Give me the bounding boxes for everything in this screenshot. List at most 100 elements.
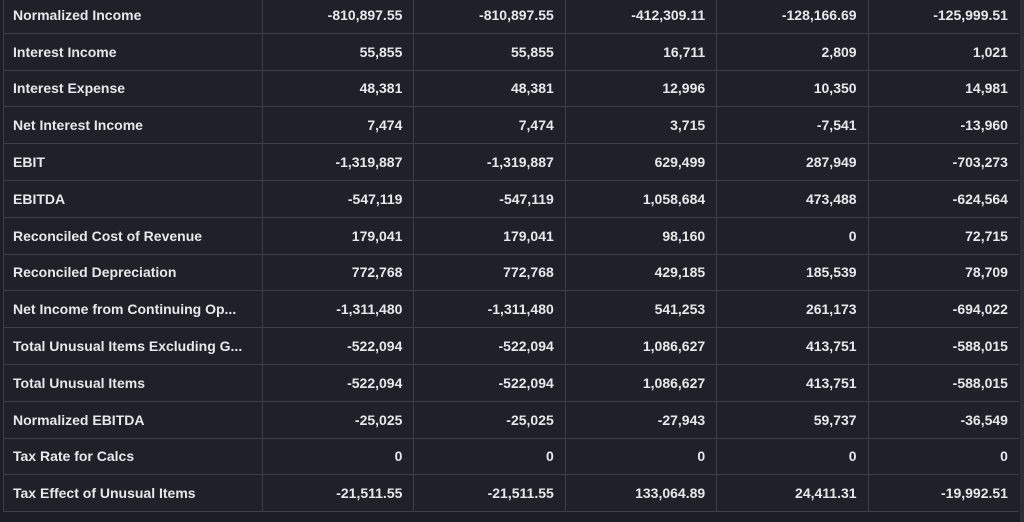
table-cell-value: -21,511.55 bbox=[261, 474, 415, 513]
table-cell-value: -1,311,480 bbox=[413, 290, 566, 329]
vertical-scrollbar[interactable] bbox=[1020, 0, 1024, 522]
table-cell-value: 16,711 bbox=[564, 32, 718, 71]
table-cell-value: -703,273 bbox=[867, 143, 1019, 181]
row-label: Interest Expense bbox=[3, 69, 263, 108]
table-cell-value: -412,309.11 bbox=[564, 0, 718, 34]
table-cell-value: 413,751 bbox=[716, 327, 869, 365]
table-cell-value: -1,319,887 bbox=[413, 143, 566, 181]
table-cell-value: -588,015 bbox=[867, 327, 1019, 365]
table-cell-value: 10,350 bbox=[716, 69, 869, 108]
row-label: Net Interest Income bbox=[3, 106, 263, 145]
table-cell-value: 429,185 bbox=[564, 253, 718, 292]
row-label: Reconciled Cost of Revenue bbox=[3, 216, 263, 255]
table-cell-value: -522,094 bbox=[413, 363, 566, 402]
row-label: Tax Effect of Unusual Items bbox=[3, 474, 263, 513]
table-cell-value: -125,999.51 bbox=[867, 0, 1019, 34]
table-cell-value: -27,943 bbox=[564, 400, 718, 439]
table-cell-value: -522,094 bbox=[261, 327, 415, 365]
table-cell-value: -1,311,480 bbox=[261, 290, 415, 329]
table-cell-value: 72,715 bbox=[867, 216, 1019, 255]
table-cell-value: 14,981 bbox=[867, 69, 1019, 108]
table-cell-value: -624,564 bbox=[867, 179, 1019, 218]
table-cell-value: 772,768 bbox=[261, 253, 415, 292]
table-row[interactable]: Normalized Income -810,897.55 -810,897.55-… bbox=[3, 0, 1019, 34]
table-cell-value: -36,549 bbox=[867, 400, 1019, 439]
table-cell-value: 1,058,684 bbox=[564, 179, 718, 218]
table-row[interactable]: Total Unusual Items -522,094 -522,094 1,086… bbox=[3, 363, 1019, 402]
row-label: Reconciled Depreciation bbox=[3, 253, 263, 292]
table-row[interactable]: EBITDA -547,119 -547,119 1,058,684 473,488 -6… bbox=[3, 179, 1019, 218]
table-cell-value: -19,992.51 bbox=[867, 474, 1019, 513]
table-cell-value: 772,768 bbox=[413, 253, 566, 292]
row-label: Tax Rate for Calcs bbox=[3, 437, 263, 476]
table-row[interactable]: Normalized EBITDA -25,025 -25,025 -27,943 59… bbox=[3, 400, 1019, 439]
table-cell-value: -1,319,887 bbox=[261, 143, 415, 181]
table-cell-value: -522,094 bbox=[413, 327, 566, 365]
table-cell-value: 59,737 bbox=[716, 400, 869, 439]
table-cell-value: 133,064.89 bbox=[564, 474, 718, 513]
row-label: Normalized EBITDA bbox=[3, 400, 263, 439]
table-cell-value: 48,381 bbox=[413, 69, 566, 108]
table-row[interactable]: Net Income from Continuing Op... -1,311,4… bbox=[3, 290, 1019, 329]
row-label: EBIT bbox=[3, 143, 263, 181]
table-cell-value: 0 bbox=[867, 437, 1019, 476]
table-cell-value: 3,715 bbox=[564, 106, 718, 145]
row-label: Normalized Income bbox=[3, 0, 263, 34]
table-cell-value: 185,539 bbox=[716, 253, 869, 292]
table-cell-value: -547,119 bbox=[261, 179, 415, 218]
table-cell-value: 7,474 bbox=[413, 106, 566, 145]
table-cell-value: -21,511.55 bbox=[413, 474, 566, 513]
table-cell-value: -810,897.55 bbox=[261, 0, 415, 34]
table-cell-value: 48,381 bbox=[261, 69, 415, 108]
table-cell-value: 0 bbox=[716, 437, 869, 476]
table-cell-value: -694,022 bbox=[867, 290, 1019, 329]
table-cell-value: 0 bbox=[413, 437, 566, 476]
table-cell-value: 629,499 bbox=[564, 143, 718, 181]
table-cell-value: -547,119 bbox=[413, 179, 566, 218]
table-cell-value: 78,709 bbox=[867, 253, 1019, 292]
financials-table-container: Normalized Income -810,897.55 -810,897.55-… bbox=[3, 0, 1019, 522]
table-cell-value: 261,173 bbox=[716, 290, 869, 329]
table-cell-value: 541,253 bbox=[564, 290, 718, 329]
financials-table: Normalized Income -810,897.55 -810,897.55-… bbox=[3, 0, 1019, 513]
table-row[interactable]: EBIT -1,319,887 -1,319,887 629,499 287,949 -7… bbox=[3, 143, 1019, 181]
table-cell-value: 1,021 bbox=[867, 32, 1019, 71]
table-cell-value: 1,086,627 bbox=[564, 327, 718, 365]
table-cell-value: 179,041 bbox=[261, 216, 415, 255]
table-cell-value: 55,855 bbox=[413, 32, 566, 71]
table-cell-value: -128,166.69 bbox=[716, 0, 869, 34]
table-row[interactable]: Tax Effect of Unusual Items -21,511.55 -21… bbox=[3, 474, 1019, 513]
table-cell-value: -25,025 bbox=[413, 400, 566, 439]
table-cell-value: 98,160 bbox=[564, 216, 718, 255]
table-cell-value: 179,041 bbox=[413, 216, 566, 255]
row-label: Total Unusual Items Excluding G... bbox=[3, 327, 263, 365]
row-label: Total Unusual Items bbox=[3, 363, 263, 402]
table-cell-value: 287,949 bbox=[716, 143, 869, 181]
table-cell-value: 0 bbox=[564, 437, 718, 476]
table-row[interactable]: Interest Expense 48,381 48,381 12,996 10,350… bbox=[3, 69, 1019, 108]
table-cell-value: -588,015 bbox=[867, 363, 1019, 402]
table-cell-value: 7,474 bbox=[261, 106, 415, 145]
table-row[interactable]: Reconciled Depreciation 772,768 772,768 429… bbox=[3, 253, 1019, 292]
table-row[interactable]: Tax Rate for Calcs 0 0 0 0 0 bbox=[3, 437, 1019, 476]
row-label: EBITDA bbox=[3, 179, 263, 218]
table-cell-value: -13,960 bbox=[867, 106, 1019, 145]
table-cell-value: 12,996 bbox=[564, 69, 718, 108]
table-row[interactable]: Reconciled Cost of Revenue 179,041 179,041… bbox=[3, 216, 1019, 255]
table-cell-value: 0 bbox=[261, 437, 415, 476]
table-cell-value: -810,897.55 bbox=[413, 0, 566, 34]
table-cell-value: -522,094 bbox=[261, 363, 415, 402]
table-row[interactable]: Net Interest Income 7,474 7,474 3,715 -7,541… bbox=[3, 106, 1019, 145]
table-cell-value: 413,751 bbox=[716, 363, 869, 402]
table-cell-value: 0 bbox=[716, 216, 869, 255]
table-row[interactable]: Total Unusual Items Excluding G... -522,0… bbox=[3, 327, 1019, 365]
table-row[interactable]: Interest Income 55,855 55,855 16,711 2,809 1,… bbox=[3, 32, 1019, 71]
table-cell-value: -25,025 bbox=[261, 400, 415, 439]
table-cell-value: 1,086,627 bbox=[564, 363, 718, 402]
row-label: Net Income from Continuing Op... bbox=[3, 290, 263, 329]
financials-table-body: Normalized Income -810,897.55 -810,897.55-… bbox=[3, 0, 1019, 513]
table-cell-value: 55,855 bbox=[261, 32, 415, 71]
table-cell-value: -7,541 bbox=[716, 106, 869, 145]
table-cell-value: 24,411.31 bbox=[716, 474, 869, 513]
table-cell-value: 473,488 bbox=[716, 179, 869, 218]
